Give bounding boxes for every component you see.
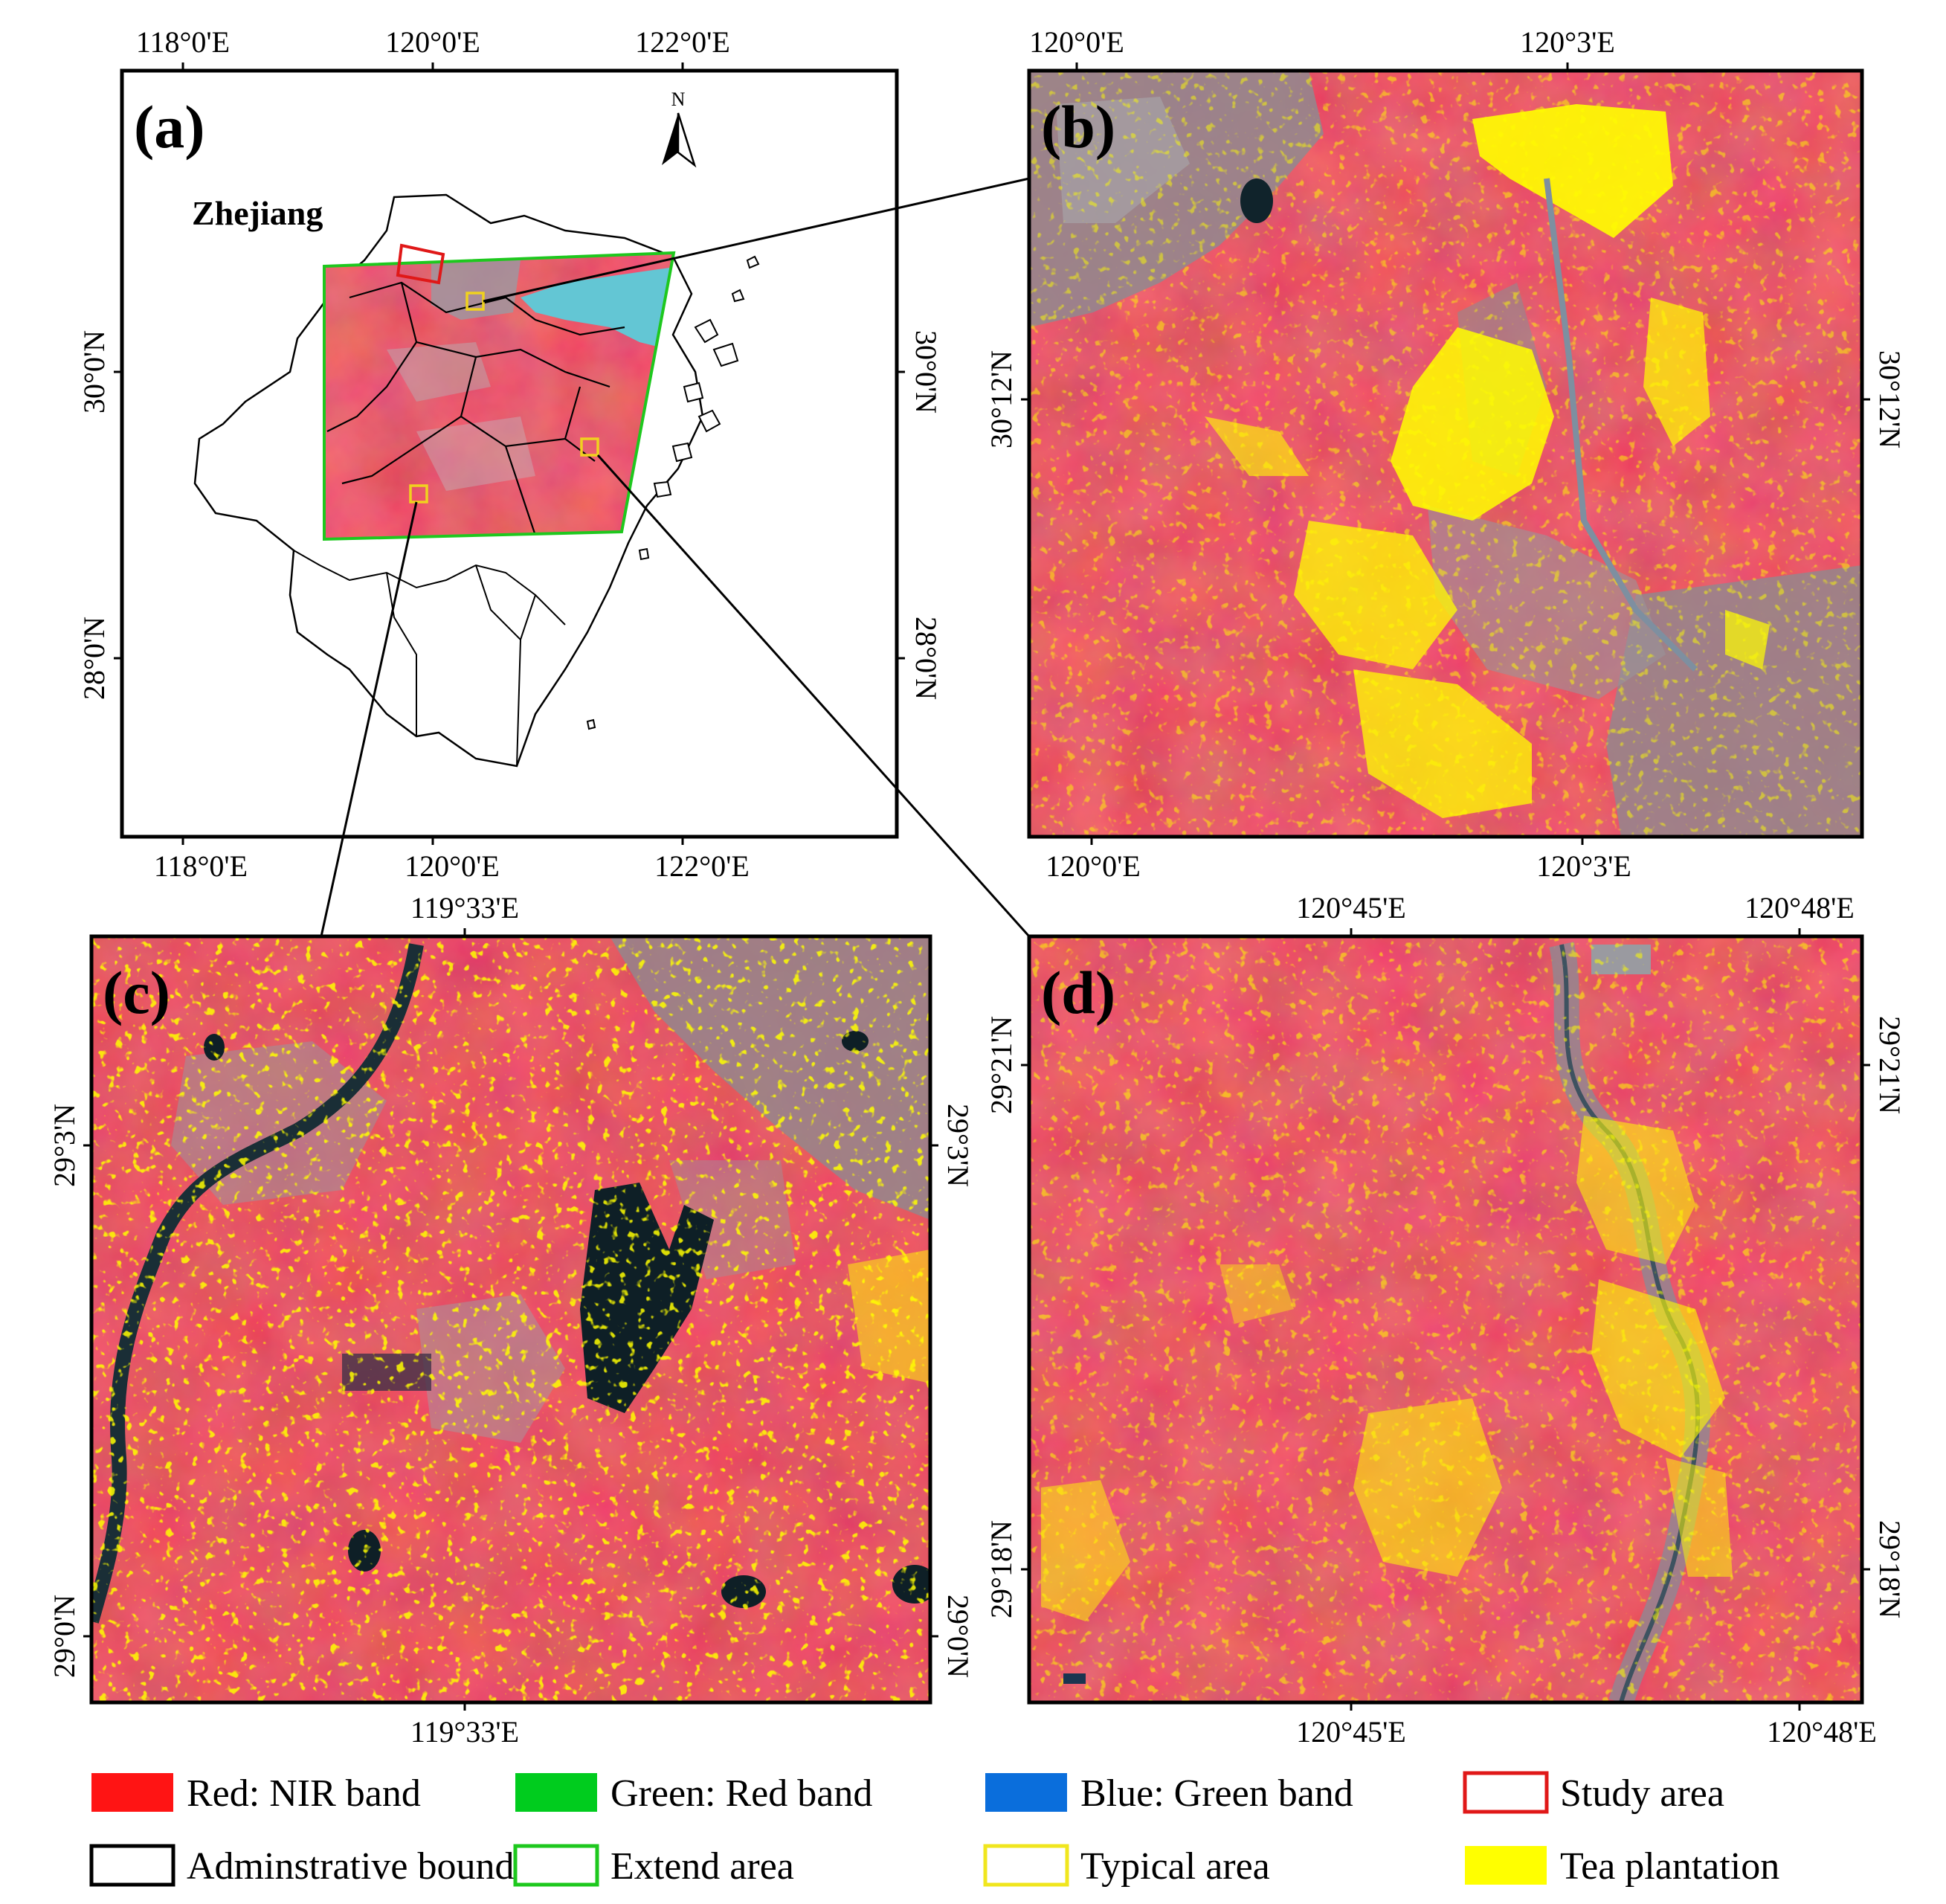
panel-a: N (a) Zhejiang 118°0'E 120°0'E 122°0'E 1… <box>77 25 943 883</box>
leader-lines <box>320 177 1031 938</box>
panel-d-tick-right-1: 29°21'N <box>1873 1016 1907 1114</box>
legend-swatch-tea-plantation <box>1465 1846 1547 1885</box>
legend-swatch-extend-area <box>513 1844 599 1887</box>
north-label: N <box>671 89 686 110</box>
panel-a-tick-right-1: 30°0'N <box>909 330 943 414</box>
coastal-islands <box>586 255 760 730</box>
panel-a-label: (a) <box>134 93 205 161</box>
panel-a-tick-left-1: 30°0'N <box>77 330 111 414</box>
legend-label-study-area: Study area <box>1560 1772 1724 1815</box>
panel-c-tick-bottom-1: 119°33'E <box>410 1715 519 1749</box>
north-arrow: N <box>662 89 697 168</box>
extent-area-box <box>323 251 676 541</box>
panel-b-label: (b) <box>1041 93 1115 161</box>
panel-d: (d) 120°45'E 120°48'E 120°45'E 120°48'E … <box>985 891 1907 1749</box>
panel-d-frame <box>1027 934 1864 1705</box>
legend-swatch-adminstrative-boundaries <box>89 1844 175 1887</box>
legend-swatch-study-area <box>1463 1771 1549 1814</box>
panel-a-tick-bottom-1: 118°0'E <box>154 849 248 883</box>
panel-c-tick-right-2: 29°0'N <box>941 1595 975 1678</box>
legend-swatch-red-nir-band <box>91 1773 173 1812</box>
panel-a-tick-left-2: 28°0'N <box>77 617 111 700</box>
legend: Red: NIR band Green: Red band Blue: Green … <box>89 1771 1779 1888</box>
panel-c-imagery <box>91 936 930 1702</box>
legend-label-green-red-band: Green: Red band <box>610 1772 872 1815</box>
panel-c-tick-left-2: 29°0'N <box>48 1595 81 1678</box>
panel-c-tick-right-1: 29°3'N <box>941 1104 975 1187</box>
panel-a-tick-bottom-2: 120°0'E <box>405 849 500 883</box>
panel-b-tick-top-2: 120°3'E <box>1520 25 1615 59</box>
panel-a-tick-right-2: 28°0'N <box>909 617 943 700</box>
panel-d-imagery <box>1029 936 1862 1702</box>
panel-b-tick-right-1: 30°12'N <box>1873 350 1907 448</box>
panel-b-tick-marks <box>1021 62 1870 845</box>
legend-swatch-blue-green-band <box>985 1773 1067 1812</box>
panel-d-tick-right-2: 29°18'N <box>1873 1520 1907 1618</box>
typical-area-d <box>580 437 599 457</box>
panel-a-tick-bottom-3: 122°0'E <box>654 849 750 883</box>
panel-b: (b) 120°0'E 120°3'E 120°0'E 120°3'E 30°1… <box>985 25 1907 883</box>
panel-c-tick-marks <box>83 928 938 1711</box>
panel-c-tick-left-1: 29°3'N <box>48 1104 81 1187</box>
legend-swatch-typical-area <box>983 1844 1069 1887</box>
panel-d-tick-bottom-1: 120°45'E <box>1296 1715 1406 1749</box>
legend-label-blue-green-band: Blue: Green band <box>1080 1772 1353 1815</box>
panel-a-tick-top-1: 118°0'E <box>136 25 230 59</box>
panel-b-tick-top-1: 120°0'E <box>1029 25 1124 59</box>
study-area-box <box>396 243 445 285</box>
panel-a-tick-marks <box>114 62 905 845</box>
panel-b-frame <box>1027 68 1864 839</box>
panel-b-imagery <box>1029 71 1862 837</box>
legend-label-red-nir-band: Red: NIR band <box>187 1772 421 1815</box>
panel-b-tick-left-1: 30°12'N <box>985 350 1018 448</box>
legend-label-tea-plantation: Tea plantation <box>1560 1845 1779 1888</box>
extent-imagery <box>324 253 674 539</box>
panel-d-tick-top-2: 120°48'E <box>1744 891 1855 924</box>
panel-d-tick-bottom-2: 120°48'E <box>1767 1715 1877 1749</box>
legend-label-extend-area: Extend area <box>610 1845 794 1888</box>
panel-d-label: (d) <box>1041 959 1115 1026</box>
panel-a-tick-top-3: 122°0'E <box>635 25 730 59</box>
legend-swatch-green-red-band <box>515 1773 597 1812</box>
panel-b-tick-bottom-2: 120°3'E <box>1536 849 1631 883</box>
panel-b-tick-bottom-1: 120°0'E <box>1046 849 1141 883</box>
panel-a-tick-top-2: 120°0'E <box>385 25 480 59</box>
panel-c-frame <box>89 934 932 1705</box>
panel-c-label: (c) <box>103 959 170 1026</box>
typical-area-c <box>409 484 428 504</box>
admin-boundaries-outer <box>293 550 566 767</box>
panel-c: (c) 119°33'E 119°33'E 29°3'N 29°0'N 29°3… <box>48 891 975 1749</box>
panel-c-tick-top-1: 119°33'E <box>410 891 519 924</box>
panel-d-tick-marks <box>1021 928 1870 1711</box>
panel-d-tick-left-2: 29°18'N <box>985 1520 1018 1618</box>
panel-d-tick-top-1: 120°45'E <box>1296 891 1406 924</box>
province-label: Zhejiang <box>192 194 323 232</box>
panel-d-tick-left-1: 29°21'N <box>985 1016 1018 1114</box>
legend-label-typical-area: Typical area <box>1080 1845 1270 1888</box>
